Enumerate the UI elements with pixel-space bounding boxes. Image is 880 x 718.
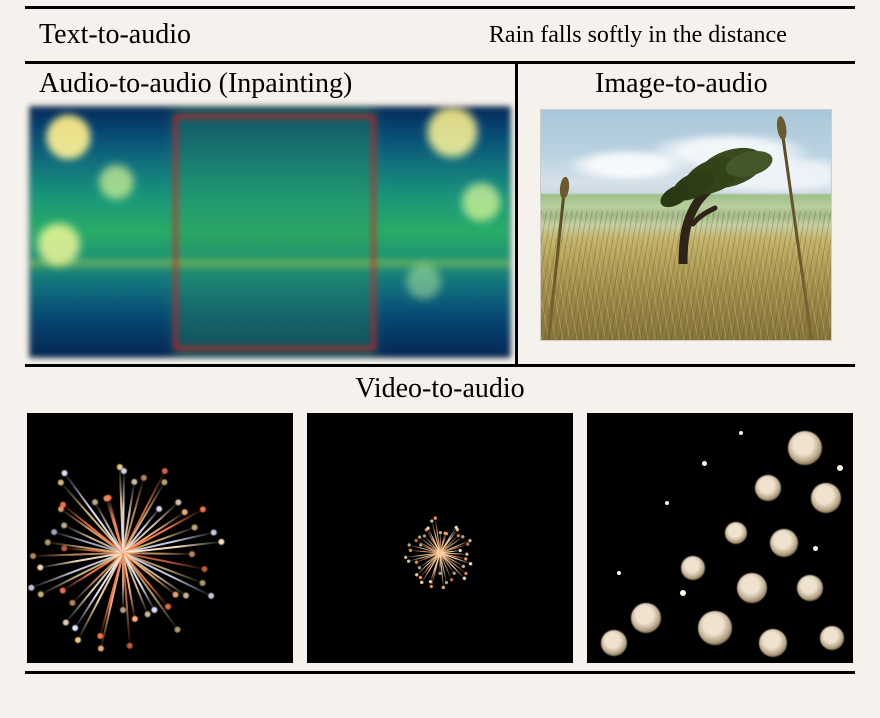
inpainting-mask-box [174, 115, 375, 350]
video-frame-1 [27, 413, 293, 663]
row-audio-image: Audio-to-audio (Inpainting) Image-to-aud… [25, 64, 855, 364]
video-to-audio-label: Video-to-audio [25, 367, 855, 413]
conditioning-image-wrap [533, 106, 839, 364]
row-text-to-audio: Text-to-audio Rain falls softly in the d… [25, 9, 855, 61]
tree-icon [623, 124, 773, 264]
rule-bottom [25, 671, 855, 674]
video-frames [25, 413, 855, 671]
spectrogram-wrap [25, 106, 515, 364]
cell-image-to-audio: Image-to-audio [518, 64, 855, 364]
audio-to-audio-label: Audio-to-audio (Inpainting) [25, 64, 515, 106]
text-to-audio-caption: Rain falls softly in the distance [421, 22, 855, 49]
figure: Text-to-audio Rain falls softly in the d… [25, 0, 855, 674]
cell-audio-to-audio: Audio-to-audio (Inpainting) [25, 64, 518, 364]
text-to-audio-label: Text-to-audio [25, 19, 421, 51]
video-frame-3 [587, 413, 853, 663]
video-frame-2 [307, 413, 573, 663]
spectrogram [29, 106, 511, 358]
image-to-audio-label: Image-to-audio [595, 64, 778, 106]
windswept-tree-image [541, 110, 831, 340]
